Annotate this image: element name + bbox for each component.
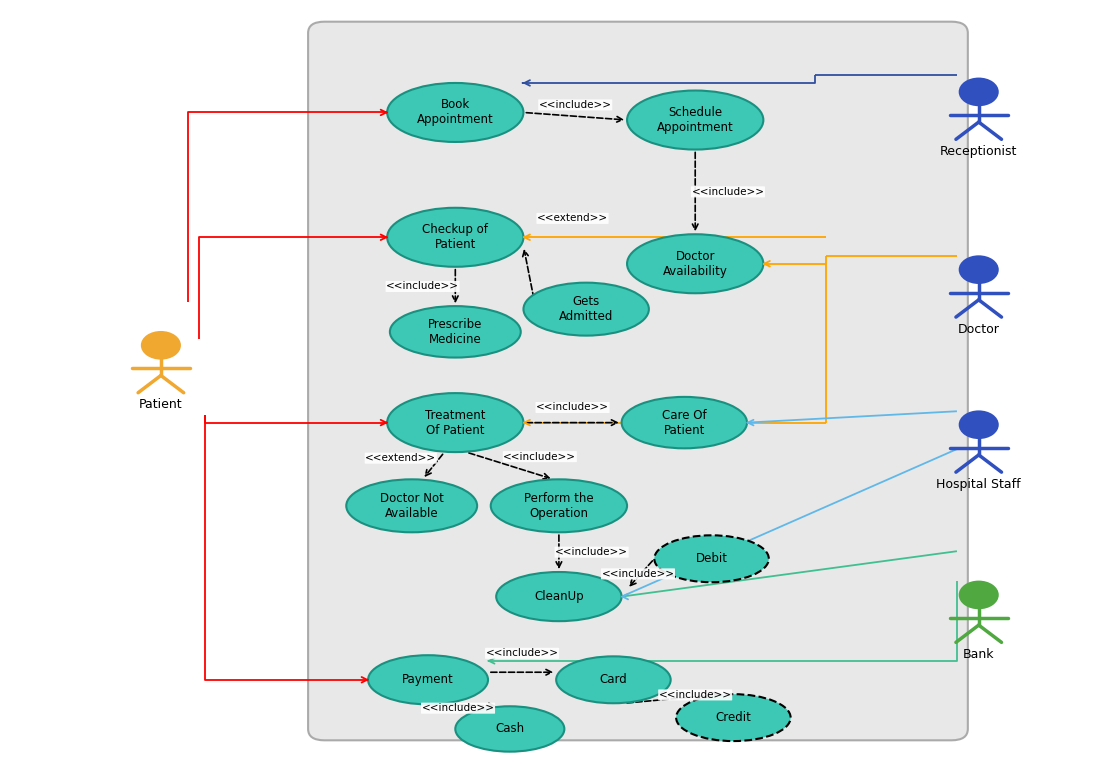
Text: Receptionist: Receptionist	[940, 145, 1017, 158]
Text: <<include>>: <<include>>	[659, 690, 732, 700]
Text: Prescribe
Medicine: Prescribe Medicine	[429, 318, 482, 346]
Text: Cash: Cash	[495, 722, 524, 735]
Ellipse shape	[390, 306, 521, 357]
Text: Schedule
Appointment: Schedule Appointment	[657, 106, 733, 134]
Text: Hospital Staff: Hospital Staff	[936, 478, 1021, 491]
Ellipse shape	[654, 536, 768, 582]
Ellipse shape	[491, 479, 627, 533]
Text: Gets
Admitted: Gets Admitted	[559, 295, 614, 323]
Text: Perform the
Operation: Perform the Operation	[524, 491, 594, 520]
Text: <<include>>: <<include>>	[539, 100, 612, 110]
Text: <<include>>: <<include>>	[692, 187, 764, 197]
Ellipse shape	[387, 208, 524, 267]
Text: Checkup of
Patient: Checkup of Patient	[422, 223, 488, 251]
Circle shape	[960, 257, 997, 283]
Text: Payment: Payment	[402, 674, 454, 687]
Text: <<include>>: <<include>>	[486, 648, 559, 658]
Text: Book
Appointment: Book Appointment	[416, 98, 493, 126]
Text: Doctor Not
Available: Doctor Not Available	[379, 491, 444, 520]
Text: <<include>>: <<include>>	[555, 547, 628, 557]
Text: Doctor: Doctor	[958, 323, 1000, 336]
Text: <<include>>: <<include>>	[422, 703, 494, 713]
FancyBboxPatch shape	[308, 21, 968, 741]
Text: Card: Card	[600, 674, 627, 687]
Circle shape	[960, 582, 997, 608]
Text: Bank: Bank	[963, 648, 994, 661]
Ellipse shape	[556, 656, 671, 703]
Ellipse shape	[368, 655, 488, 704]
Ellipse shape	[676, 694, 790, 741]
Text: CleanUp: CleanUp	[534, 590, 584, 603]
Text: <<include>>: <<include>>	[386, 281, 459, 291]
Ellipse shape	[627, 91, 763, 149]
Text: Debit: Debit	[696, 552, 728, 565]
Ellipse shape	[387, 83, 524, 142]
Text: Credit: Credit	[716, 711, 752, 724]
Text: <<include>>: <<include>>	[536, 402, 609, 412]
Ellipse shape	[524, 283, 649, 335]
Text: Patient: Patient	[139, 399, 183, 411]
Text: <<extend>>: <<extend>>	[537, 213, 608, 223]
Text: <<extend>>: <<extend>>	[365, 453, 436, 463]
Ellipse shape	[455, 706, 564, 751]
Ellipse shape	[387, 393, 524, 452]
Ellipse shape	[346, 479, 477, 533]
Text: <<include>>: <<include>>	[602, 569, 674, 579]
Circle shape	[960, 79, 997, 105]
Circle shape	[960, 411, 997, 437]
Text: <<include>>: <<include>>	[503, 452, 576, 462]
Circle shape	[142, 332, 180, 358]
Ellipse shape	[621, 397, 747, 448]
Text: Doctor
Availability: Doctor Availability	[663, 250, 728, 278]
Ellipse shape	[496, 572, 621, 621]
Text: Treatment
Of Patient: Treatment Of Patient	[425, 408, 486, 437]
Text: Care Of
Patient: Care Of Patient	[662, 408, 707, 437]
Ellipse shape	[627, 234, 763, 293]
